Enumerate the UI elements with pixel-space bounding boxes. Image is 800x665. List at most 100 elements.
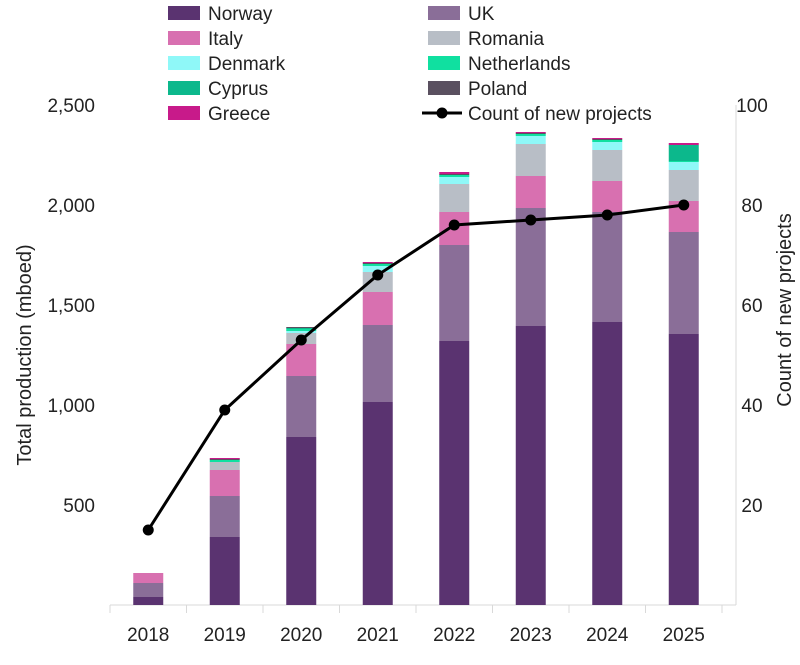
bar-uk-2019: [209, 496, 240, 537]
bar-poland-2024: [592, 139, 623, 140]
bar-greece-2021: [362, 262, 393, 263]
bar-denmark-2021: [362, 266, 393, 272]
bar-norway-2024: [592, 322, 623, 605]
legend-label: Romania: [468, 29, 544, 50]
bar-romania-2022: [439, 184, 470, 212]
legend-label: UK: [468, 4, 495, 25]
bars: [133, 132, 699, 605]
legend-label: Poland: [468, 79, 527, 100]
bar-uk-2021: [362, 325, 393, 402]
legend-label: Count of new projects: [468, 104, 652, 125]
bar-netherlands-2022: [439, 175, 470, 177]
bar-norway-2025: [668, 334, 699, 605]
bar-norway-2021: [362, 402, 393, 605]
bar-greece-2025: [668, 143, 699, 145]
bar-denmark-2023: [515, 136, 546, 144]
y2-tick-label: 80: [741, 196, 762, 217]
bar-denmark-2022: [439, 177, 470, 184]
line-point-2024: [601, 209, 613, 221]
line-point-2020: [295, 334, 307, 346]
bar-netherlands-2025: [668, 161, 699, 162]
x-tick-label: 2023: [510, 625, 552, 646]
bar-poland-2019: [209, 459, 240, 460]
bar-romania-2019: [209, 462, 240, 470]
bar-romania-2024: [592, 150, 623, 181]
line-point-2018: [142, 524, 154, 536]
bar-uk-2022: [439, 245, 470, 341]
bar-romania-2025: [668, 170, 699, 201]
y-tick-label: 2,000: [47, 196, 95, 217]
legend-swatch-cyprus: [168, 81, 200, 95]
legend-swatch-uk: [428, 6, 460, 20]
x-tick-label: 2019: [204, 625, 246, 646]
y-tick-label: 1,000: [47, 396, 95, 417]
bar-cyprus-2025: [668, 145, 699, 161]
x-tick-label: 2024: [586, 625, 629, 646]
bar-cyprus-2020: [286, 328, 317, 329]
bar-greece-2019: [209, 458, 240, 459]
bar-poland-2020: [286, 327, 317, 328]
bar-greece-2024: [592, 138, 623, 139]
bar-poland-2021: [362, 263, 393, 264]
bar-norway-2022: [439, 341, 470, 605]
bar-netherlands-2019: [209, 460, 240, 462]
bar-denmark-2025: [668, 162, 699, 170]
bar-netherlands-2023: [515, 134, 546, 136]
bar-italy-2024: [592, 181, 623, 212]
bar-netherlands-2024: [592, 140, 623, 142]
bar-denmark-2024: [592, 142, 623, 150]
legend-swatch-romania: [428, 31, 460, 45]
x-tick-label: 2018: [127, 625, 169, 646]
legend-label: Cyprus: [208, 79, 268, 100]
legend-swatch-italy: [168, 31, 200, 45]
line-count-of-new-projects: [146, 203, 684, 531]
x-tick-label: 2025: [663, 625, 705, 646]
bar-uk-2018: [133, 583, 164, 597]
legend: Norway UK Italy Romania Denmark Netherlands Cy…: [168, 4, 652, 125]
legend-label: Greece: [208, 104, 270, 125]
bar-denmark-2020: [286, 331, 317, 333]
bar-uk-2023: [515, 208, 546, 326]
legend-swatch-denmark: [168, 56, 200, 70]
line-point-2022: [448, 219, 460, 231]
bar-poland-2022: [439, 174, 470, 175]
bar-italy-2018: [133, 573, 164, 583]
y-tick-label: 500: [63, 496, 95, 517]
y2-axis-label: Count of new projects: [774, 213, 796, 406]
x-tick-label: 2021: [357, 625, 399, 646]
bar-norway-2019: [209, 537, 240, 605]
bar-poland-2023: [515, 133, 546, 134]
y2-tick-label: 60: [741, 296, 762, 317]
legend-label: Netherlands: [468, 54, 570, 75]
line-point-2019: [219, 404, 231, 416]
y2-tick-label: 40: [741, 396, 762, 417]
y2-tick-label: 20: [741, 496, 762, 517]
y-axis-label: Total production (mboed): [14, 244, 36, 465]
bar-norway-2018: [133, 597, 164, 605]
bar-italy-2021: [362, 292, 393, 325]
line-point-2021: [372, 269, 384, 281]
bar-romania-2023: [515, 144, 546, 176]
legend-label: Denmark: [208, 54, 286, 75]
legend-swatch-norway: [168, 6, 200, 20]
x-tick-label: 2022: [433, 625, 475, 646]
bar-norway-2023: [515, 326, 546, 605]
y-tick-label: 1,500: [47, 296, 95, 317]
bar-greece-2022: [439, 172, 470, 174]
bar-italy-2023: [515, 176, 546, 208]
line-series: [142, 199, 690, 536]
legend-swatch-greece: [168, 106, 200, 120]
bar-uk-2020: [286, 376, 317, 437]
bar-uk-2025: [668, 232, 699, 334]
bar-uk-2024: [592, 212, 623, 322]
legend-swatch-marker: [436, 107, 448, 119]
bar-norway-2020: [286, 437, 317, 605]
legend-label: Italy: [208, 29, 243, 50]
legend-swatch-netherlands: [428, 56, 460, 70]
bar-italy-2019: [209, 470, 240, 496]
line-point-2023: [525, 214, 537, 226]
y2-tick-label: 100: [736, 96, 768, 117]
bar-greece-2023: [515, 132, 546, 133]
bar-netherlands-2021: [362, 264, 393, 266]
